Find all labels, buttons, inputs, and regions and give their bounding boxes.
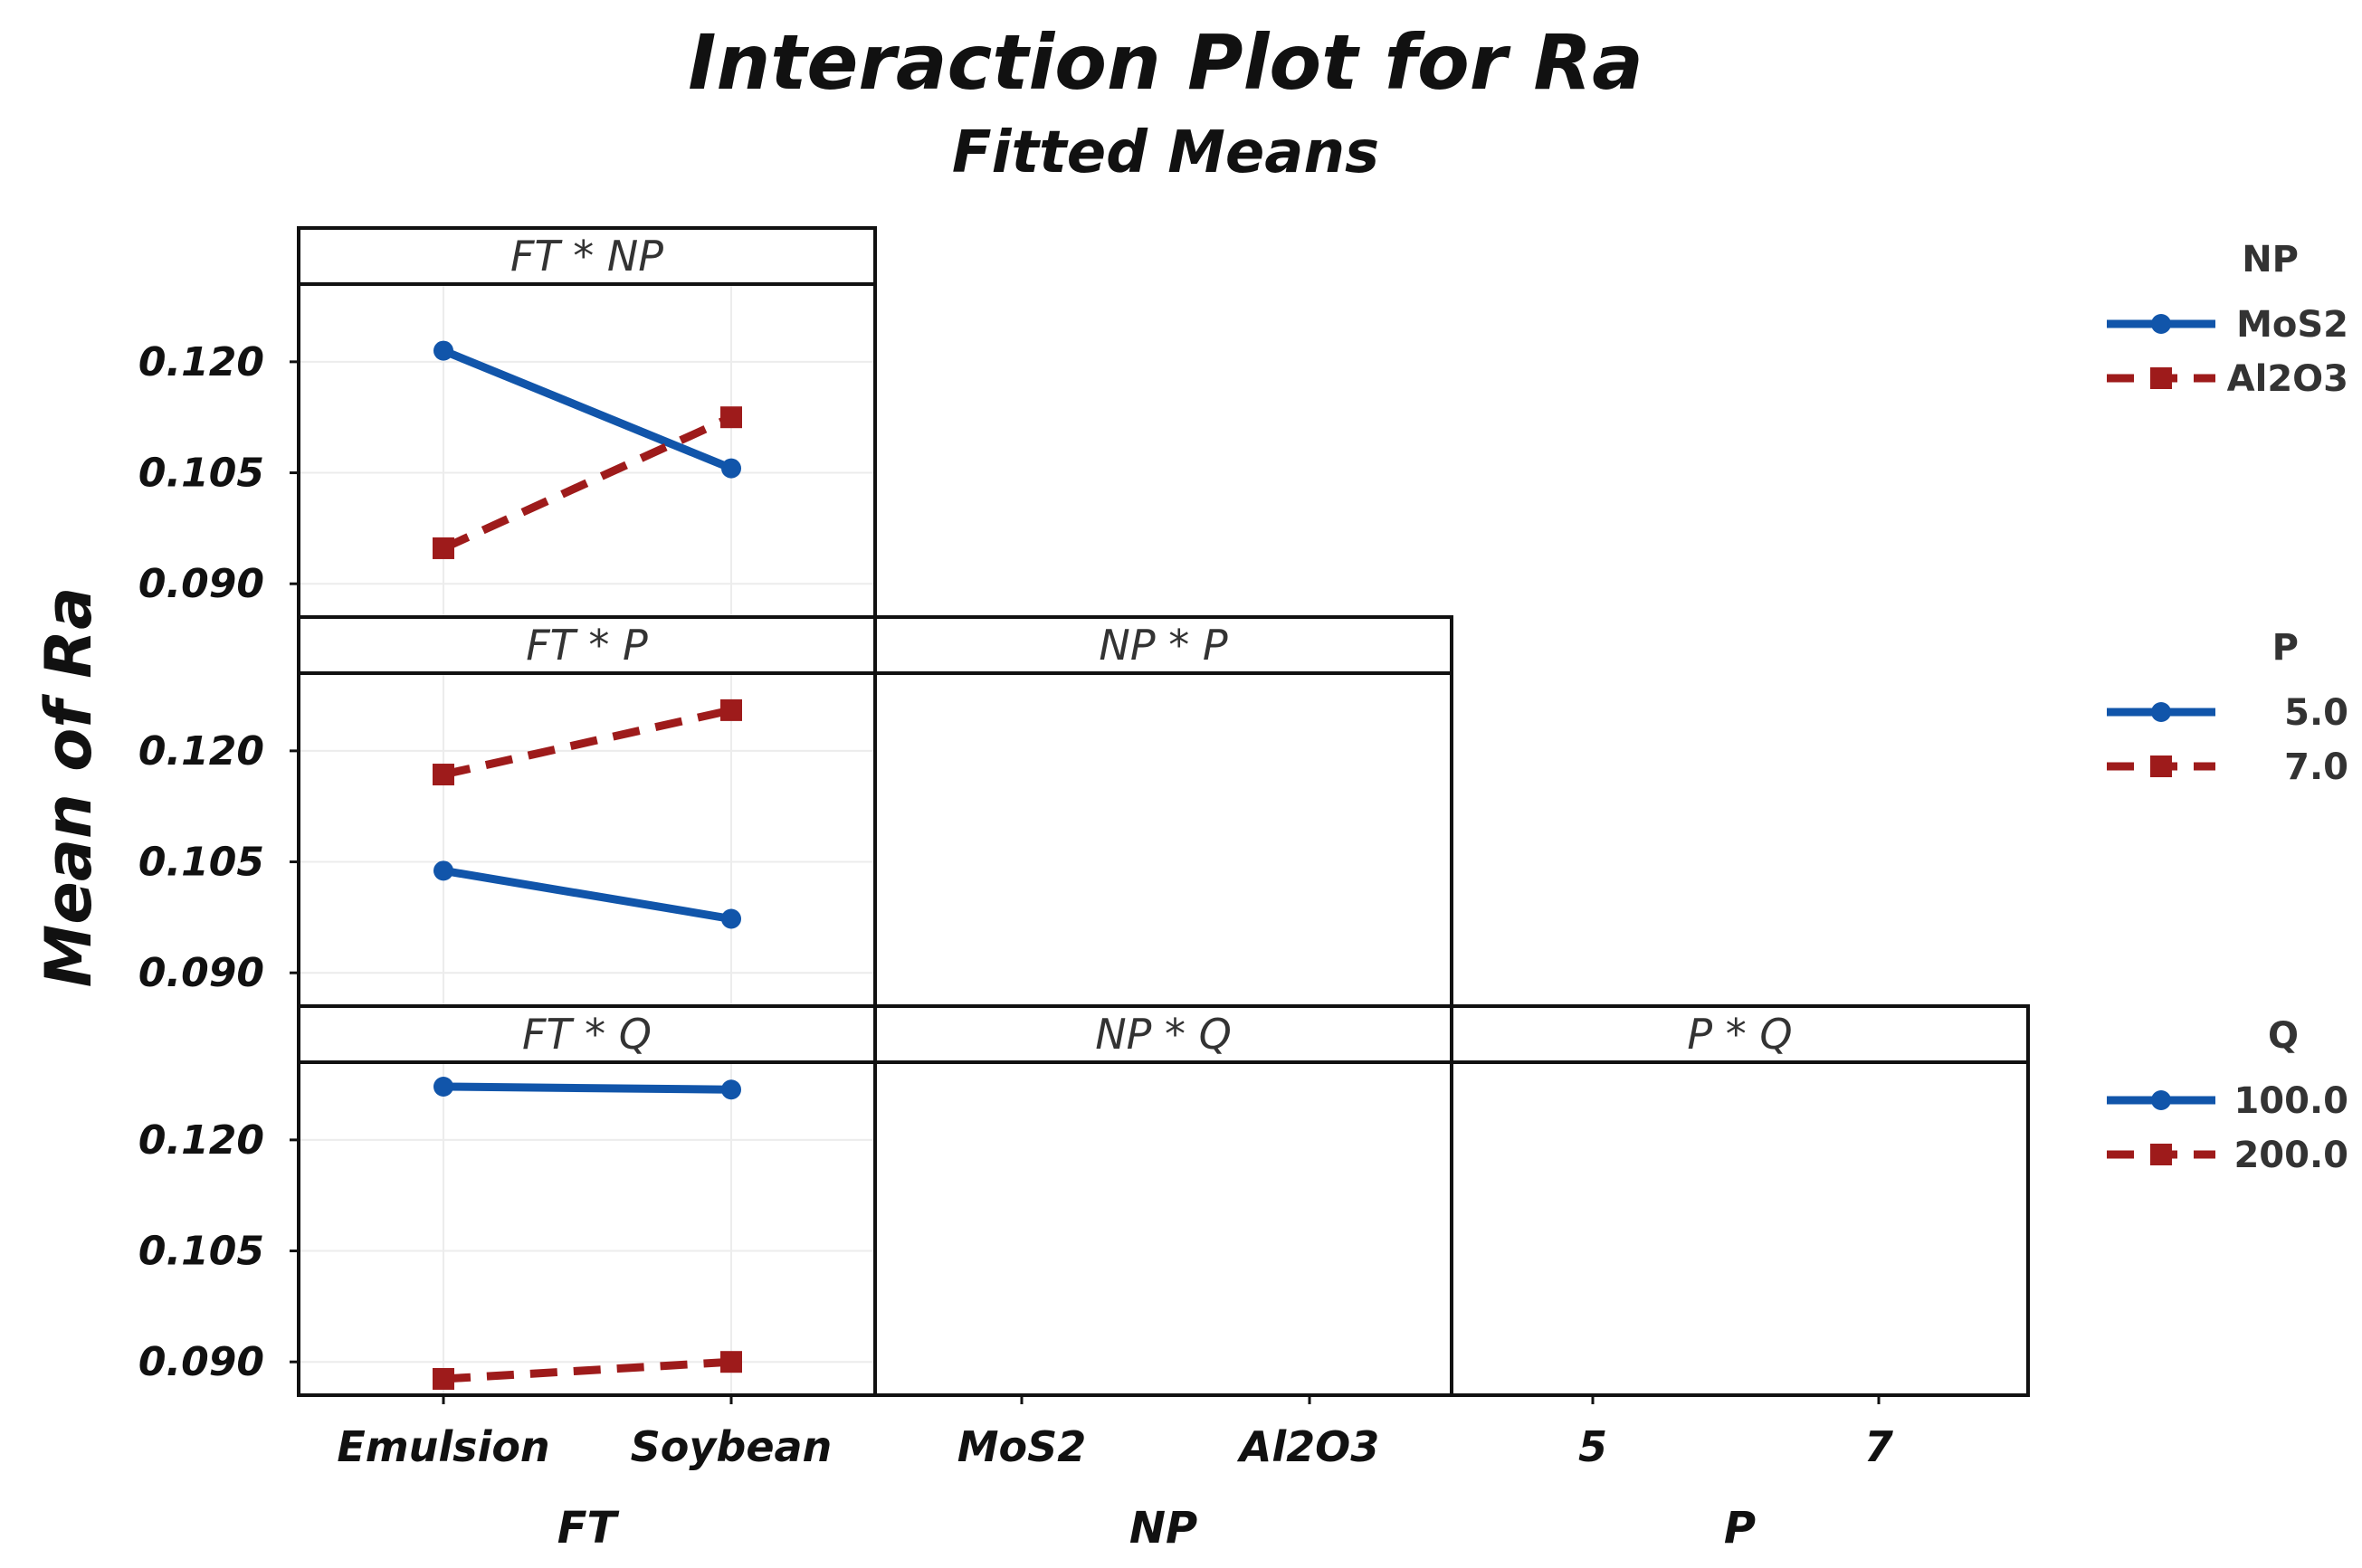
- y-tick-label: 0.090: [138, 1339, 264, 1385]
- x-axis-title: FT: [557, 1503, 620, 1554]
- legend-swatch-marker: [2151, 314, 2171, 334]
- panel-frame: [873, 671, 1453, 1008]
- x-tick-label: 7: [1864, 1422, 1893, 1471]
- series-line-Al2O3: [442, 413, 733, 553]
- panel-frame: [1450, 1060, 2030, 1397]
- data-point-square: [433, 764, 454, 786]
- x-axis-title: P: [1724, 1503, 1756, 1554]
- x-axis-title: NP: [1129, 1503, 1197, 1554]
- panel-strip-label: FT * P: [526, 621, 648, 670]
- panel-frame: [297, 282, 877, 619]
- legend-entry-label: Al2O3: [2227, 358, 2348, 400]
- legend-entry-label: 100.0: [2233, 1080, 2348, 1122]
- y-tick-label: 0.090: [138, 950, 264, 996]
- x-tick-label: Soybean: [631, 1422, 833, 1471]
- data-point-square: [720, 698, 742, 721]
- legend-area: NP MoS2 Al2O3 P 5.0 7.0 Q 100.0 200.0: [2107, 239, 2348, 1176]
- series-line-5.0: [443, 866, 732, 923]
- legend-title: Q: [2268, 1015, 2299, 1057]
- panel-strip-label: FT * Q: [522, 1010, 652, 1059]
- data-point-circle: [433, 1076, 453, 1097]
- panel-strip: [297, 615, 877, 675]
- panel-strip-label: FT * NP: [510, 232, 663, 280]
- chart-subtitle: Fitted Means: [952, 119, 1379, 186]
- panel-strip: [1450, 1004, 2030, 1064]
- y-tick-label: 0.120: [138, 1117, 264, 1164]
- legend-entry-label: 200.0: [2233, 1135, 2348, 1176]
- legend-title: P: [2272, 627, 2299, 669]
- panel-strip: [873, 1004, 1453, 1064]
- series-line-200.0: [443, 1357, 732, 1383]
- panel-strip: [297, 1004, 877, 1064]
- plot-area: FT * NP FT * P NP * P FT * Q NP * Q P * Q 0.12…: [138, 226, 2030, 1554]
- data-point-circle: [433, 340, 453, 361]
- series-line-100.0: [443, 1082, 732, 1094]
- y-tick-label: 0.105: [138, 1229, 264, 1275]
- panel-strip-label: P * Q: [1687, 1010, 1792, 1059]
- legend-entry-label: 7.0: [2284, 746, 2348, 788]
- y-tick-label: 0.120: [138, 339, 264, 385]
- x-tick-label: Emulsion: [337, 1422, 549, 1471]
- panel-strip-label: NP * P: [1099, 621, 1227, 670]
- legend-entry-label: 5.0: [2284, 692, 2348, 734]
- panel-strip: [297, 226, 877, 286]
- x-tick-label: Al2O3: [1237, 1422, 1380, 1471]
- legend-swatch-marker: [2151, 1090, 2171, 1110]
- legend-title: NP: [2242, 239, 2299, 280]
- x-tick-label: 5: [1578, 1422, 1607, 1471]
- panel-frame: [297, 1060, 877, 1397]
- data-point-square: [433, 1368, 454, 1391]
- series-line-MoS2: [442, 347, 733, 472]
- panel-strip: [873, 615, 1453, 675]
- y-axis-title: Mean of Ra: [32, 587, 106, 988]
- y-tick-label: 0.120: [138, 728, 264, 774]
- data-point-square: [433, 537, 454, 559]
- legend-swatch-marker: [2150, 755, 2172, 777]
- legend-entry-label: MoS2: [2236, 304, 2348, 346]
- y-tick-label: 0.090: [138, 561, 264, 607]
- series-line-7.0: [443, 706, 732, 779]
- data-point-circle: [433, 860, 453, 881]
- y-tick-label: 0.105: [138, 451, 264, 497]
- y-tick-label: 0.105: [138, 840, 264, 886]
- data-point-circle: [721, 1079, 741, 1100]
- legend-swatch-marker: [2150, 1144, 2172, 1165]
- x-tick-label: MoS2: [957, 1422, 1087, 1471]
- legend-swatch-marker: [2150, 367, 2172, 389]
- panel-frame: [873, 1060, 1453, 1397]
- panel-frame: [297, 671, 877, 1008]
- legend-swatch-marker: [2151, 702, 2171, 722]
- data-point-circle: [721, 908, 741, 929]
- chart-title: Interaction Plot for Ra: [688, 18, 1643, 107]
- data-point-square: [720, 406, 742, 429]
- data-point-square: [720, 1351, 742, 1373]
- panel-strip-label: NP * Q: [1095, 1010, 1232, 1059]
- data-point-circle: [721, 458, 741, 479]
